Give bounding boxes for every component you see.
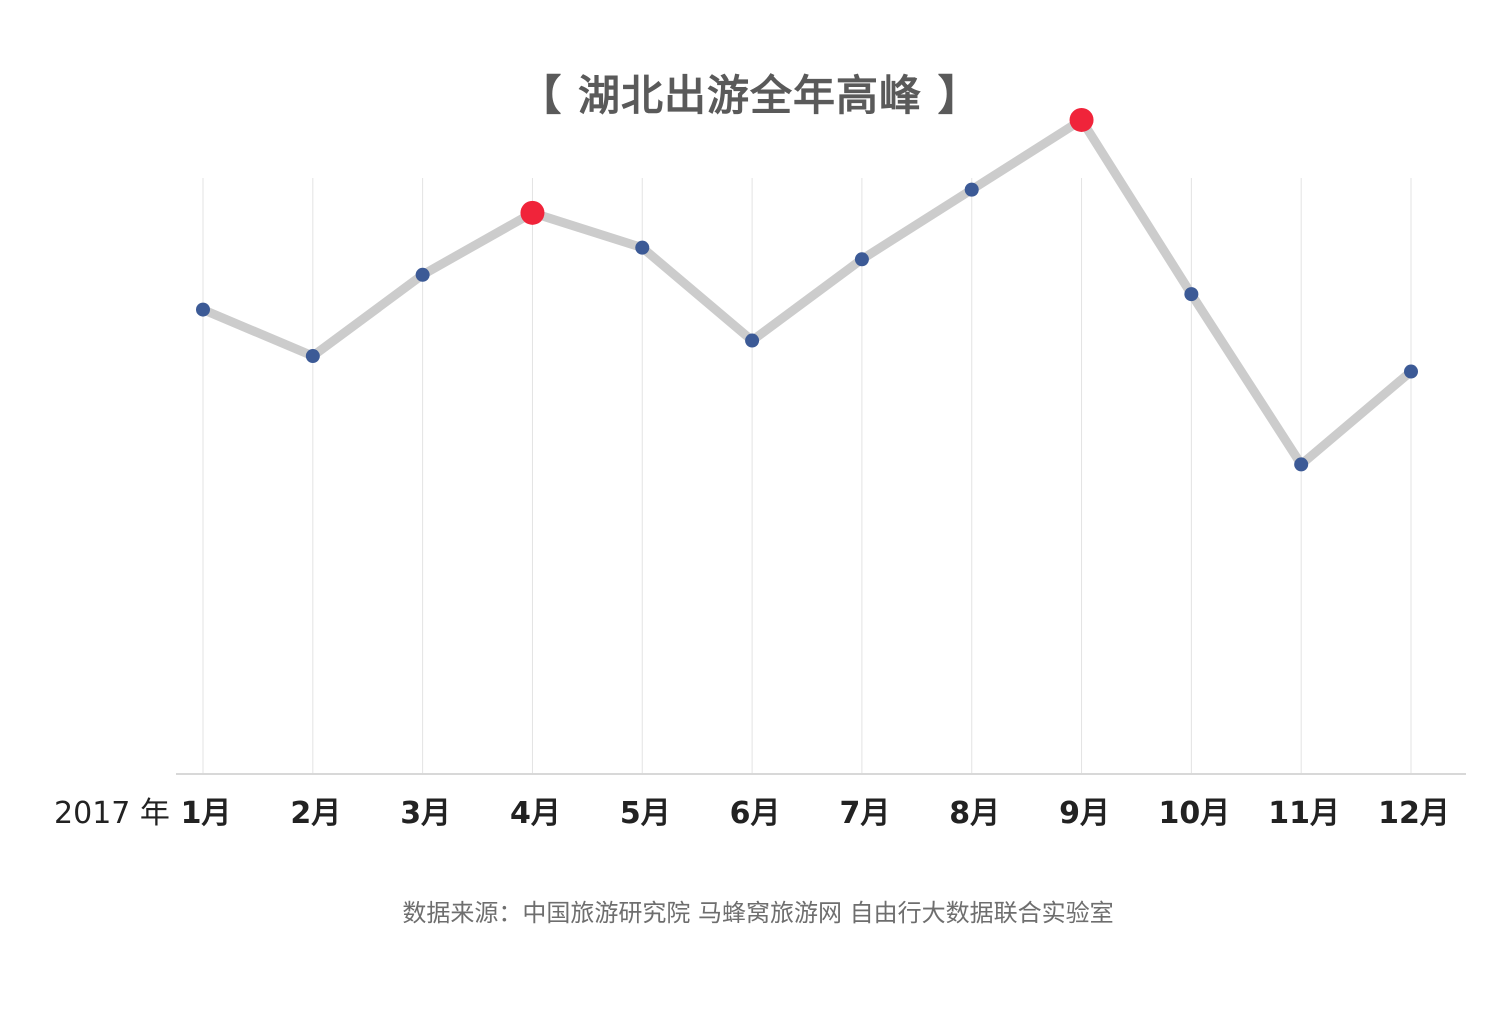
x-tick-label: 4月 [510, 796, 561, 831]
x-tick-label: 3月 [400, 796, 451, 831]
x-tick-label: 2月 [290, 796, 341, 831]
data-point [964, 182, 979, 197]
data-points [196, 107, 1418, 472]
x-tick-label: 11月 [1268, 796, 1340, 831]
x-tick-label: 1月 [181, 796, 232, 831]
peak-point [520, 200, 545, 225]
data-point [635, 240, 650, 255]
data-point [745, 333, 760, 348]
chart-title: 【 湖北出游全年高峰 】 [519, 71, 981, 120]
x-tick-label: 7月 [839, 796, 890, 831]
x-tick-label: 9月 [1059, 796, 1110, 831]
data-point [196, 302, 210, 317]
x-axis-labels: 1月 2月 3月 4月 5月 6月 7月 8月 9月 10月 11月 12月 2017 年 [54, 796, 1450, 831]
peak-point [1069, 107, 1094, 132]
data-point [1184, 287, 1199, 302]
data-point [415, 267, 430, 282]
x-tick-label: 10月 [1158, 796, 1230, 831]
data-point [854, 252, 869, 267]
series-polyline [198, 115, 1416, 469]
data-source-note: 数据来源：中国旅游研究院 马蜂窝旅游网 自由行大数据联合实验室 [402, 899, 1114, 927]
year-label: 2017 年 [54, 796, 170, 831]
data-point [1404, 364, 1418, 379]
data-point [1294, 457, 1309, 472]
vertical-grid [202, 178, 1412, 774]
x-tick-label: 8月 [949, 796, 1000, 831]
x-tick-label: 5月 [620, 796, 671, 831]
x-tick-label: 6月 [730, 796, 781, 831]
data-point [305, 349, 320, 364]
series-line [198, 115, 1416, 469]
x-tick-label: 12月 [1378, 796, 1450, 831]
